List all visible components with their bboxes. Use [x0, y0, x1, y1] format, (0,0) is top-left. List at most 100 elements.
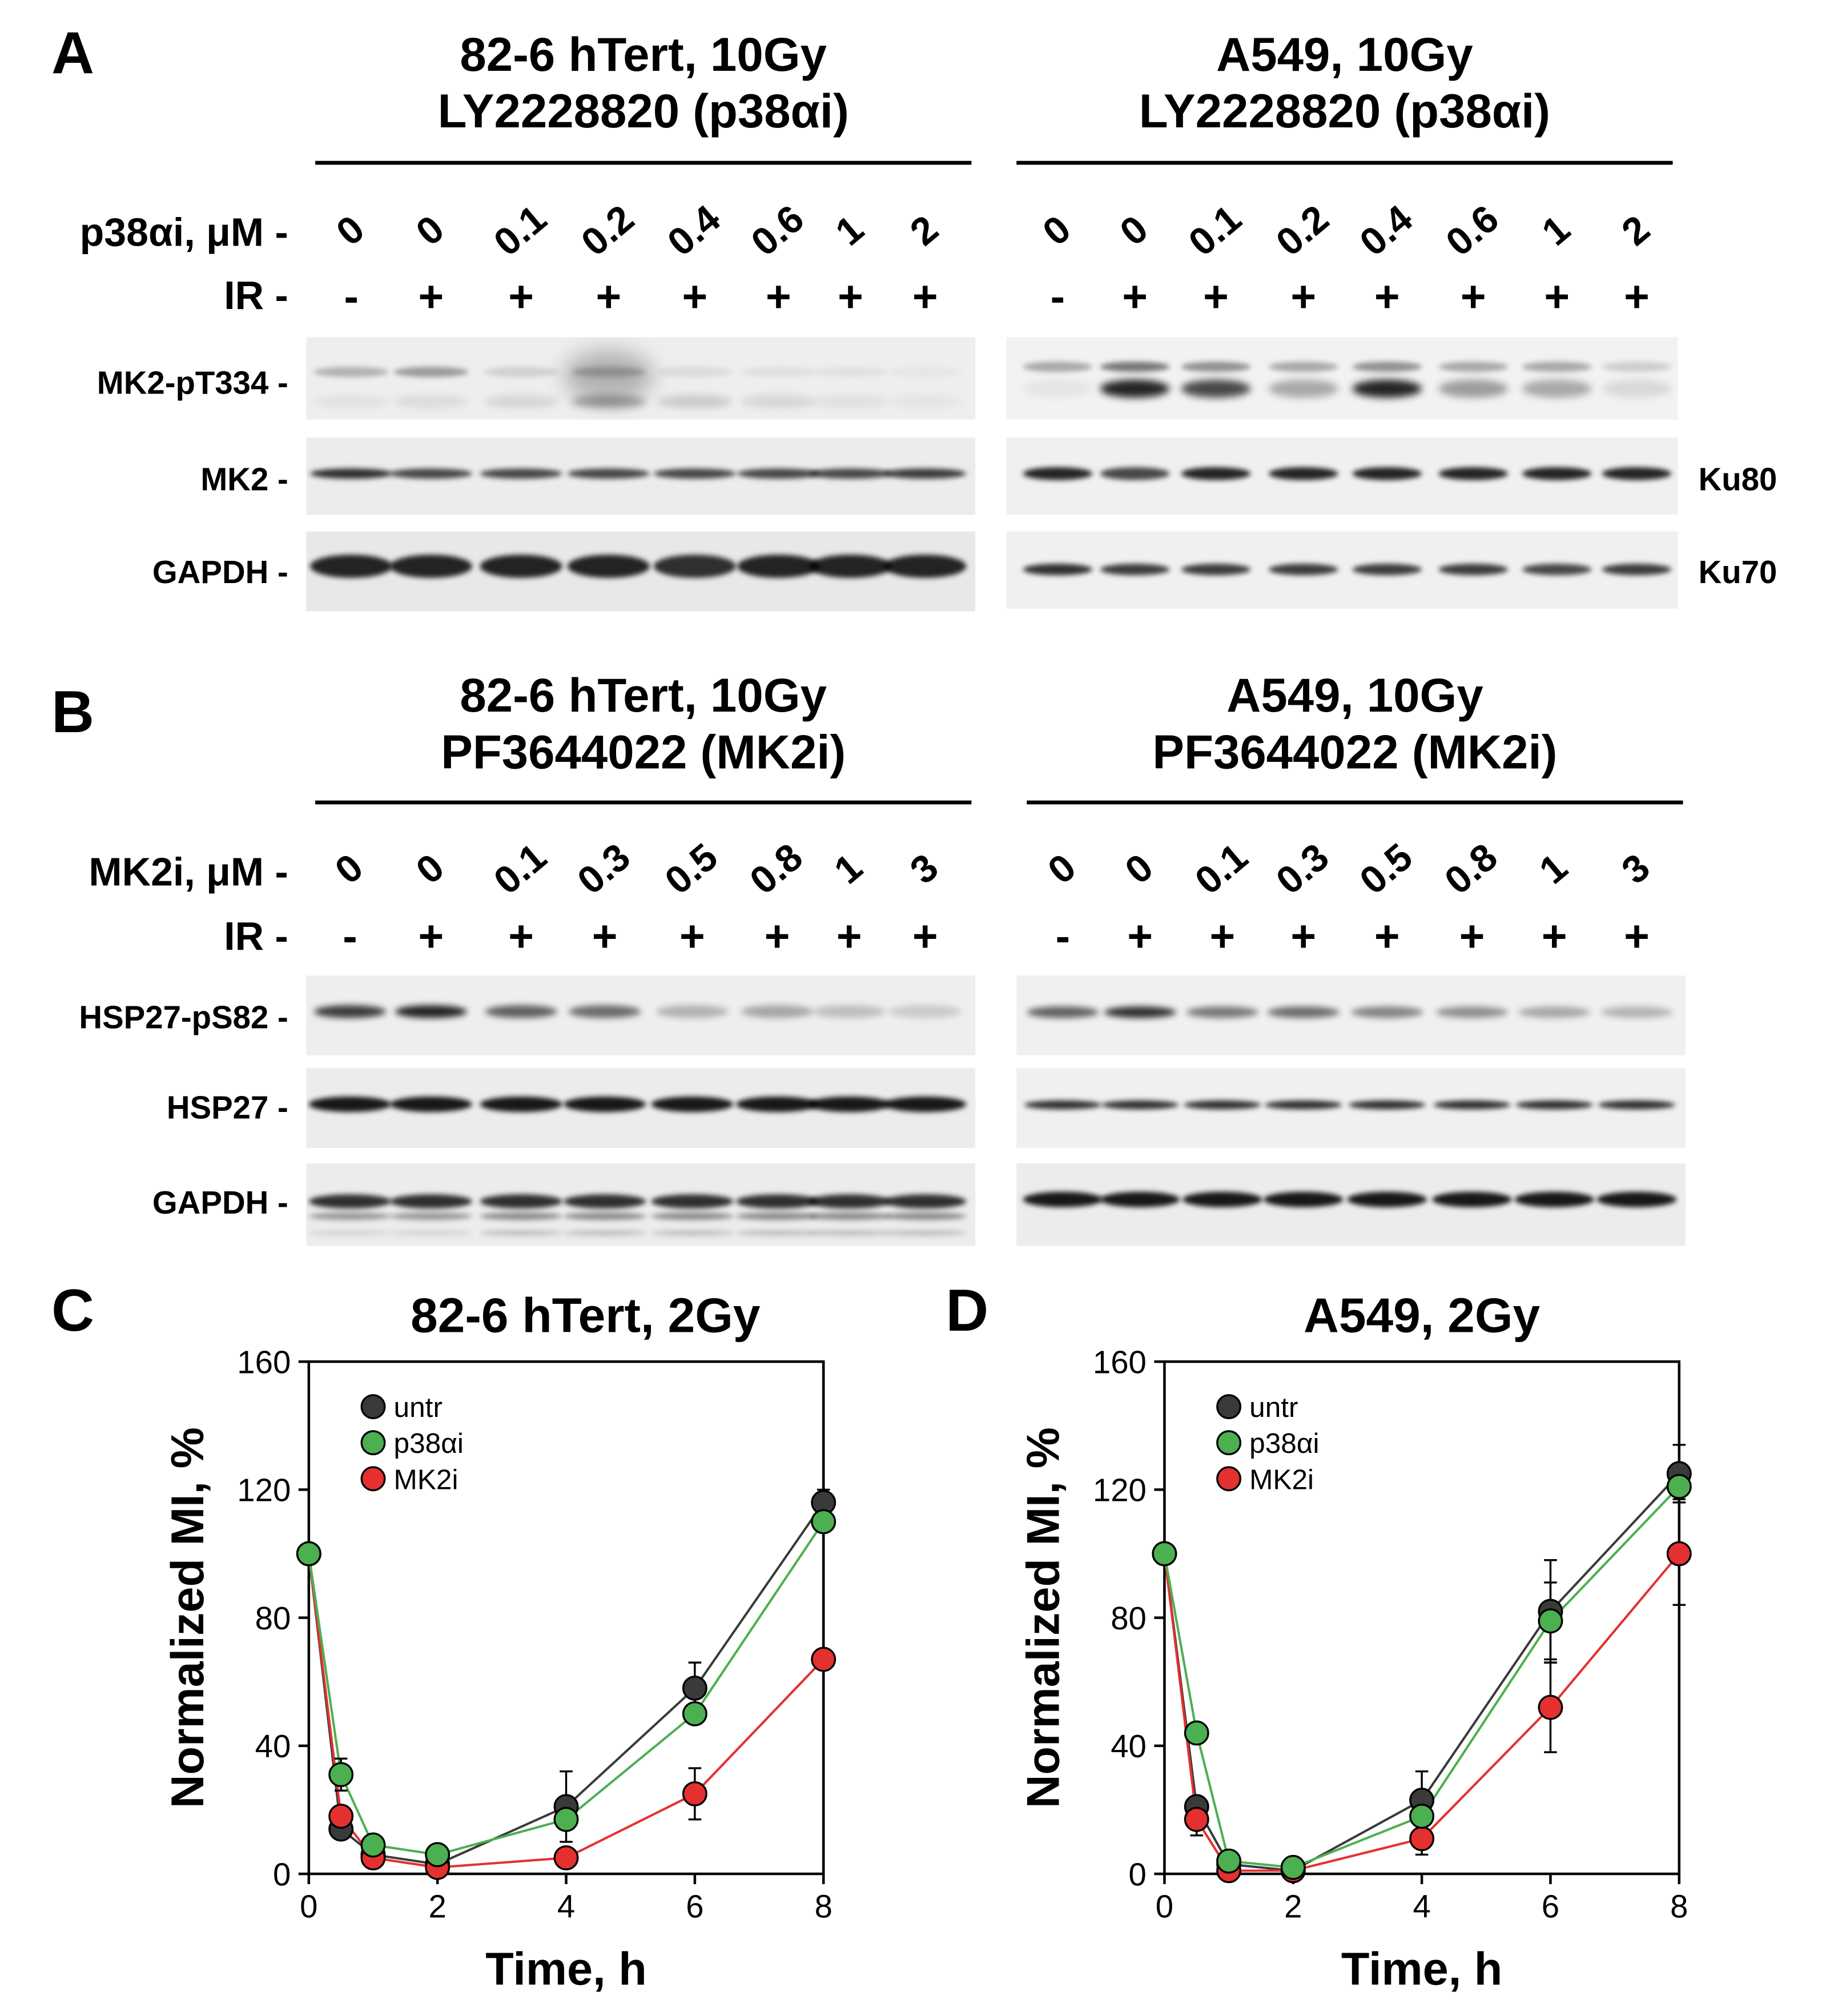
data-point [1280, 1854, 1306, 1880]
blot-band [1181, 563, 1251, 575]
blot-band [1186, 1006, 1258, 1018]
blot-band [1263, 1191, 1344, 1207]
blot-band [1352, 563, 1422, 575]
blot-band [480, 1212, 562, 1220]
blot-band [736, 1194, 819, 1208]
legend-label: untr [1249, 1391, 1298, 1423]
blot-band [485, 1005, 557, 1018]
dose-label: 0 [1112, 208, 1157, 255]
blot-band [484, 395, 559, 408]
blot-band [651, 1212, 734, 1220]
panel-b-left-underline [315, 800, 972, 805]
x-tick-label: 4 [1413, 1889, 1430, 1925]
data-point [553, 1845, 579, 1871]
blot-band [564, 350, 654, 402]
blot-band [1100, 563, 1170, 575]
blot-band [1438, 563, 1509, 575]
data-point [425, 1842, 451, 1868]
data-point [1184, 1806, 1209, 1832]
ir-label: - [343, 912, 357, 962]
ir-label: + [1459, 912, 1485, 962]
panel-a-right-title-line1: A549, 10Gy [1216, 28, 1473, 81]
ir-label: + [1541, 912, 1567, 962]
legend-marker [360, 1466, 386, 1492]
y-tick-label: 40 [255, 1728, 291, 1764]
dose-label: 0 [408, 846, 453, 893]
ir-label: + [508, 912, 534, 962]
y-tick-label: 40 [1111, 1728, 1147, 1764]
ir-label: + [1544, 272, 1570, 322]
ir-label: - [1050, 272, 1065, 322]
dose-label: 0 [1040, 846, 1084, 893]
blot-band [736, 1212, 819, 1220]
blot-label-ku80: Ku80 [1698, 462, 1777, 499]
ir-label: + [912, 272, 938, 322]
x-tick-label: 2 [429, 1889, 447, 1925]
dose-label: 0.8 [1437, 836, 1506, 903]
blot-band [480, 555, 562, 578]
panel-letter-b: B [51, 678, 95, 745]
blot-band [1351, 1006, 1423, 1018]
dose-label: 1 [1532, 846, 1576, 893]
blot-band [884, 1212, 967, 1220]
panel-a-left-underline [315, 160, 972, 165]
blot-band [1602, 362, 1672, 372]
blot-label-mk2-pt334: MK2-pT334 - [96, 365, 288, 402]
ir-label: - [1055, 912, 1071, 962]
blot-band [887, 395, 963, 408]
blot-band [1184, 1099, 1261, 1109]
data-point [1538, 1608, 1563, 1634]
blot-band [1100, 362, 1170, 372]
blot-label-gapdh-a: GAPDH - [152, 555, 288, 591]
blot-band [480, 1230, 562, 1236]
blot-band [1352, 362, 1422, 372]
x-tick-label: 6 [1542, 1889, 1559, 1925]
blot-band [480, 1194, 562, 1208]
dose-label: 0.6 [743, 198, 813, 265]
panel-letter-d: D [946, 1276, 989, 1344]
legend-marker [1216, 1466, 1242, 1492]
blot-band [1104, 1006, 1176, 1018]
dose-label: 0.1 [486, 836, 555, 903]
ir-label: + [679, 912, 705, 962]
dose-label: 0.8 [742, 836, 811, 903]
ir-label: + [1127, 912, 1153, 962]
blot-b-left-hsp27-ps82 [306, 975, 976, 1055]
blot-band [1598, 1099, 1676, 1109]
blot-band [884, 468, 967, 479]
blot-band [809, 468, 892, 479]
blot-band [1268, 467, 1338, 480]
ir-label: + [764, 912, 790, 962]
blot-band [389, 1096, 473, 1113]
blot-band [1438, 467, 1509, 480]
blot-band [884, 555, 967, 578]
panel-b-left-title-line2: PF3644022 (MK2i) [441, 725, 846, 779]
chart-c: 0 40 80 120 160 0 2 4 6 8 Time, h Normalized MI, % u… [162, 1344, 836, 1995]
blot-band [1100, 379, 1170, 398]
legend-marker [360, 1394, 386, 1420]
dose-label: 0.1 [1181, 198, 1250, 265]
chart-c-title: 82-6 hTert, 2Gy [411, 1290, 761, 1344]
legend-label: untr [394, 1391, 443, 1423]
blot-band [808, 1096, 891, 1113]
blot-band [1101, 1099, 1179, 1109]
blot-band [564, 1212, 646, 1220]
blot-band [1433, 1099, 1511, 1109]
blot-band [813, 367, 888, 378]
blot-band [884, 1194, 967, 1208]
blot-band [651, 1230, 734, 1236]
blot-band [741, 395, 816, 408]
legend-marker [1216, 1430, 1242, 1456]
blot-band [1023, 467, 1093, 480]
y-tick-label: 120 [1093, 1472, 1147, 1508]
blot-band [1602, 467, 1672, 480]
blot-band [808, 1212, 891, 1220]
blot-band [1515, 1099, 1593, 1109]
ir-label: + [1209, 912, 1236, 962]
ir-label: - [344, 272, 359, 322]
blot-band [737, 468, 820, 479]
legend-label: p38αi [394, 1427, 464, 1459]
blot-a-left-mk2-pt334 [306, 337, 976, 420]
blot-band [308, 1230, 392, 1236]
blot-band [1267, 1006, 1340, 1018]
